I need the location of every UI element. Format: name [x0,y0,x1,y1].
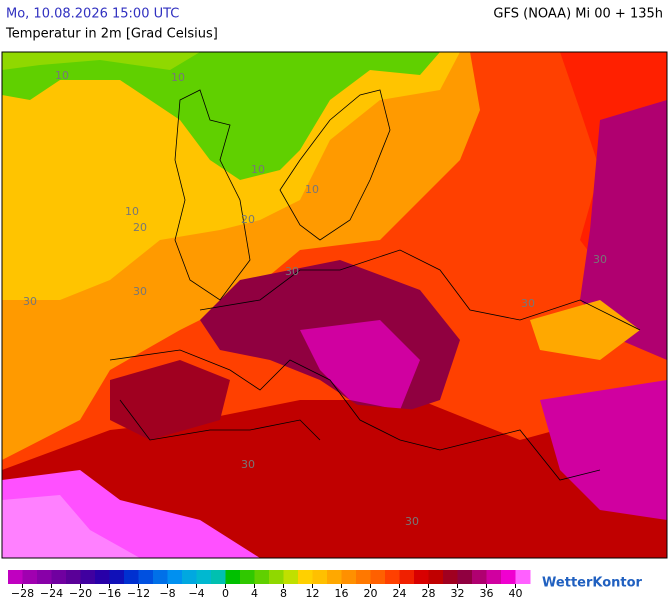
colorbar-swatch [428,570,444,584]
contour-label: 10 [55,69,69,82]
contour-label: 30 [241,458,255,471]
contour-label: 30 [593,253,607,266]
colorbar-tick-label: −12 [127,587,150,600]
contour-label: 30 [521,297,535,310]
colorbar-swatch [22,570,38,584]
colorbar-swatch [515,570,531,584]
colorbar-swatch [414,570,429,584]
colorbar-tick-label: 28 [422,587,436,600]
colorbar-swatch [385,570,400,584]
colorbar-swatch [443,570,458,584]
colorbar-swatch [240,570,255,584]
colorbar-swatch [283,570,299,584]
colorbar-swatch [312,570,328,584]
colorbar-tick-label: −8 [159,587,175,600]
colorbar-swatch [167,570,183,584]
temperature-map [2,52,667,558]
colorbar-tick-label: 16 [335,587,349,600]
colorbar-tick-label: −28 [11,587,34,600]
colorbar-swatch [196,570,212,584]
datetime: Mo, 10.08.2026 15:00 UTC [6,7,179,22]
map-title: Temperatur in 2m [Grad Celsius] [5,27,218,42]
contour-label: 30 [133,285,147,298]
colorbar-swatch [124,570,139,584]
colorbar-swatch [356,570,371,584]
colorbar-swatch [501,570,516,584]
colorbar-tick-label: 0 [222,587,229,600]
contour-label: 20 [133,221,147,234]
colorbar-tick-label: 20 [364,587,378,600]
colorbar-tick-label: 40 [509,587,523,600]
colorbar-tick-label: 4 [251,587,258,600]
colorbar-swatch [37,570,52,584]
colorbar-tick-label: −16 [98,587,121,600]
colorbar-tick-label: 32 [451,587,465,600]
contour-label: 30 [285,265,299,278]
colorbar-tick-label: −20 [69,587,92,600]
colorbar-swatch [254,570,270,584]
colorbar-swatch [298,570,313,584]
contour-label: 10 [171,71,185,84]
map-frame [1,51,668,559]
colorbar-swatch [269,570,284,584]
colorbar-swatch [211,570,226,584]
contour-label: 20 [241,213,255,226]
colorbar-swatch [95,570,110,584]
colorbar-swatch [399,570,415,584]
contour-label: 30 [405,515,419,528]
colorbar-swatch [51,570,67,584]
colorbar-tick-label: 24 [393,587,407,600]
colorbar-swatch [109,570,125,584]
colorbar-tick-label: 8 [280,587,287,600]
colorbar-swatch [182,570,197,584]
logo: WetterKontor [542,576,643,591]
contour-label: 30 [23,295,37,308]
colorbar-swatch [341,570,357,584]
colorbar-swatch [370,570,386,584]
contour-label: 10 [251,163,265,176]
colorbar-swatch [138,570,154,584]
model-run: GFS (NOAA) Mi 00 + 135h [493,7,663,22]
colorbar-tick-label: 36 [480,587,494,600]
contour-label: 10 [305,183,319,196]
contour-label: 10 [125,205,139,218]
colorbar-swatch [486,570,502,584]
colorbar-swatch [80,570,96,584]
colorbar-swatch [153,570,168,584]
colorbar-swatch [225,570,241,584]
colorbar-tick-label: −4 [188,587,204,600]
colorbar-swatch [327,570,342,584]
colorbar-swatch [8,570,23,584]
colorbar-tick-label: 12 [306,587,320,600]
colorbar-swatch [457,570,473,584]
colorbar-tick-label: −24 [40,587,63,600]
colorbar-swatch [472,570,487,584]
colorbar-swatch [66,570,81,584]
